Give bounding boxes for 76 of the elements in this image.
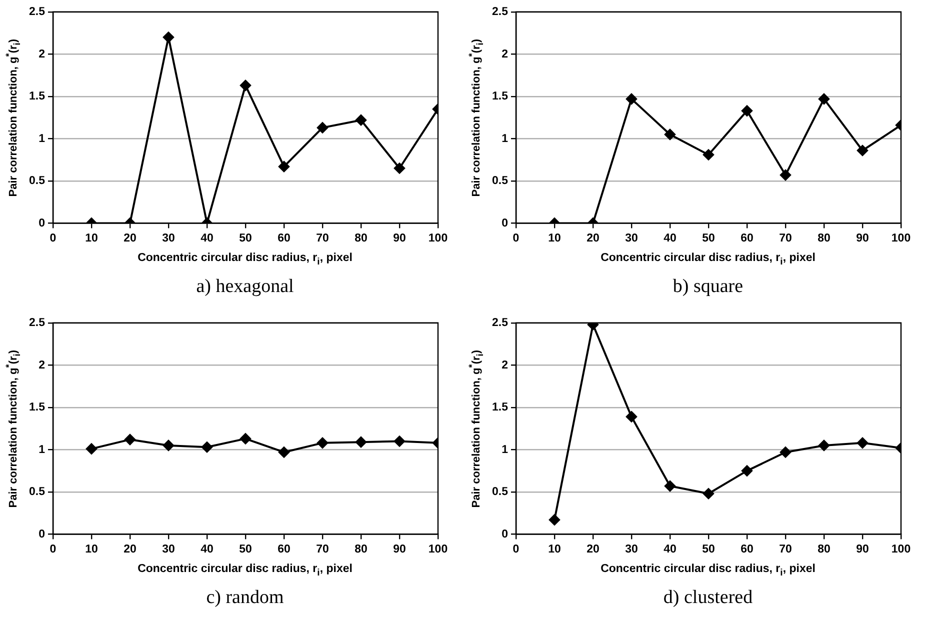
y-tick-label: 2.5 <box>492 6 509 18</box>
x-tick-label: 60 <box>740 232 754 244</box>
y-tick-label: 0.5 <box>28 175 46 188</box>
x-axis-title: Concentric circular disc radius, r$_{i}$, pixel <box>136 563 354 578</box>
y-tick-label: 0 <box>38 528 45 540</box>
y-tick-label: 2.5 <box>28 317 46 330</box>
y-tick-label: 0.5 <box>28 486 46 498</box>
x-tick-label: 30 <box>162 543 175 556</box>
text: b) square <box>672 276 744 298</box>
y-tick-label: 0 <box>38 217 45 230</box>
x-tick-label: 100 <box>891 232 911 244</box>
x-tick-label: 60 <box>740 543 754 556</box>
x-axis-title: Concentric circular disc radius, r$_{i}$, pixel <box>600 563 816 578</box>
x-tick-label: 20 <box>586 232 600 244</box>
y-tick-label: 0 <box>502 217 508 230</box>
x-tick-label: 80 <box>354 543 368 556</box>
y-tick-label: 1 <box>38 444 46 456</box>
y-tick-label: 0.5 <box>492 486 509 498</box>
x-tick-label: 10 <box>548 232 561 244</box>
x-tick-label: 90 <box>856 543 869 556</box>
y-tick-label: 1 <box>502 132 509 145</box>
y-tick-label: 2 <box>38 359 45 372</box>
x-tick-label: 50 <box>239 232 252 244</box>
x-tick-label: 0 <box>50 232 56 244</box>
x-tick-label: 10 <box>85 543 98 556</box>
x-tick-label: 100 <box>891 543 911 556</box>
y-tick-label: 1 <box>38 132 46 145</box>
x-tick-label: 50 <box>239 543 252 556</box>
x-tick-label: 90 <box>393 232 406 244</box>
x-tick-label: 0 <box>50 543 56 556</box>
x-tick-label: 60 <box>278 543 290 556</box>
x-tick-label: 100 <box>428 543 448 556</box>
x-tick-label: 10 <box>85 232 98 244</box>
x-tick-label: 70 <box>316 543 329 556</box>
y-tick-label: 2 <box>502 359 508 372</box>
x-tick-label: 90 <box>856 232 869 244</box>
x-tick-label: 80 <box>818 232 830 244</box>
y-tick-label: 1.5 <box>28 402 46 414</box>
x-tick-label: 50 <box>702 543 715 556</box>
y-tick-label: 0 <box>502 528 508 540</box>
x-tick-label: 70 <box>779 232 792 244</box>
y-tick-label: 0.5 <box>492 175 509 188</box>
x-tick-label: 90 <box>393 543 406 556</box>
y-tick-label: 2 <box>502 48 508 60</box>
y-tick-label: 2 <box>38 48 45 60</box>
x-tick-label: 20 <box>586 543 600 556</box>
x-tick-label: 40 <box>664 232 676 244</box>
x-tick-label: 20 <box>124 232 136 244</box>
x-tick-label: 0 <box>512 543 520 556</box>
text: a) hexagonal <box>195 276 295 298</box>
x-tick-label: 40 <box>664 543 676 556</box>
x-tick-label: 70 <box>779 543 792 556</box>
text: d) clustered <box>662 587 754 609</box>
x-axis-title: Concentric circular disc radius, r$_{i}$, pixel <box>600 252 816 268</box>
x-tick-label: 60 <box>278 232 290 244</box>
x-tick-label: 20 <box>124 543 136 556</box>
y-tick-label: 1.5 <box>492 402 509 414</box>
x-tick-label: 30 <box>625 232 638 244</box>
x-tick-label: 100 <box>428 232 448 244</box>
x-axis-title: Concentric circular disc radius, r$_{i}$, pixel <box>136 252 354 268</box>
x-tick-label: 0 <box>512 232 520 244</box>
y-tick-label: 2.5 <box>492 317 509 330</box>
x-tick-label: 10 <box>548 543 561 556</box>
x-tick-label: 30 <box>162 232 175 244</box>
x-tick-label: 50 <box>702 232 715 244</box>
text: c) random <box>205 587 285 609</box>
x-tick-label: 80 <box>818 543 830 556</box>
x-tick-label: 30 <box>625 543 638 556</box>
x-tick-label: 80 <box>354 232 368 244</box>
y-tick-label: 1.5 <box>492 90 509 103</box>
y-tick-label: 2.5 <box>28 6 46 18</box>
x-tick-label: 70 <box>316 232 329 244</box>
x-tick-label: 40 <box>200 543 214 556</box>
x-tick-label: 40 <box>200 232 214 244</box>
y-tick-label: 1.5 <box>28 90 46 103</box>
y-tick-label: 1 <box>502 444 509 456</box>
